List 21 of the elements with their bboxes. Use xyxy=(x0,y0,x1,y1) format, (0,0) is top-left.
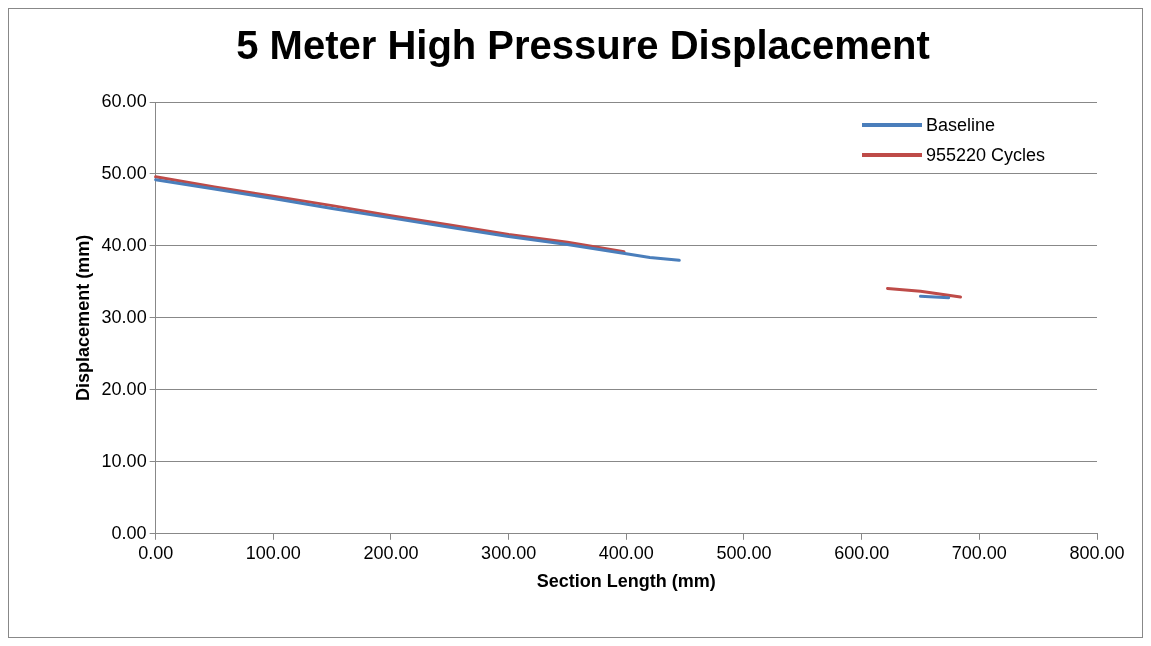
y-tick-label: 0.00 xyxy=(111,522,147,543)
x-tick-label: 400.00 xyxy=(598,542,654,563)
legend-label: 955220 Cycles xyxy=(926,144,1046,166)
x-tick-label: 700.00 xyxy=(951,542,1007,563)
x-tick-label: 300.00 xyxy=(481,542,537,563)
y-tick-label: 40.00 xyxy=(101,234,147,255)
y-tick-label: 20.00 xyxy=(101,378,147,399)
chart-title: 5 Meter High Pressure Displacement xyxy=(236,23,930,68)
x-tick-label: 600.00 xyxy=(834,542,890,563)
x-tick-label: 200.00 xyxy=(363,542,419,563)
y-tick-label: 10.00 xyxy=(101,450,147,471)
x-tick-label: 500.00 xyxy=(716,542,772,563)
legend-label: Baseline xyxy=(926,114,996,136)
y-axis-title: Displacement (mm) xyxy=(72,234,93,401)
y-tick-label: 30.00 xyxy=(101,306,147,327)
x-tick-label: 100.00 xyxy=(245,542,301,563)
x-axis-title: Section Length (mm) xyxy=(536,571,716,592)
x-tick-label: 800.00 xyxy=(1069,542,1125,563)
x-tick-label: 0.00 xyxy=(138,542,174,563)
y-tick-label: 60.00 xyxy=(101,90,147,111)
y-tick-label: 50.00 xyxy=(101,162,147,183)
